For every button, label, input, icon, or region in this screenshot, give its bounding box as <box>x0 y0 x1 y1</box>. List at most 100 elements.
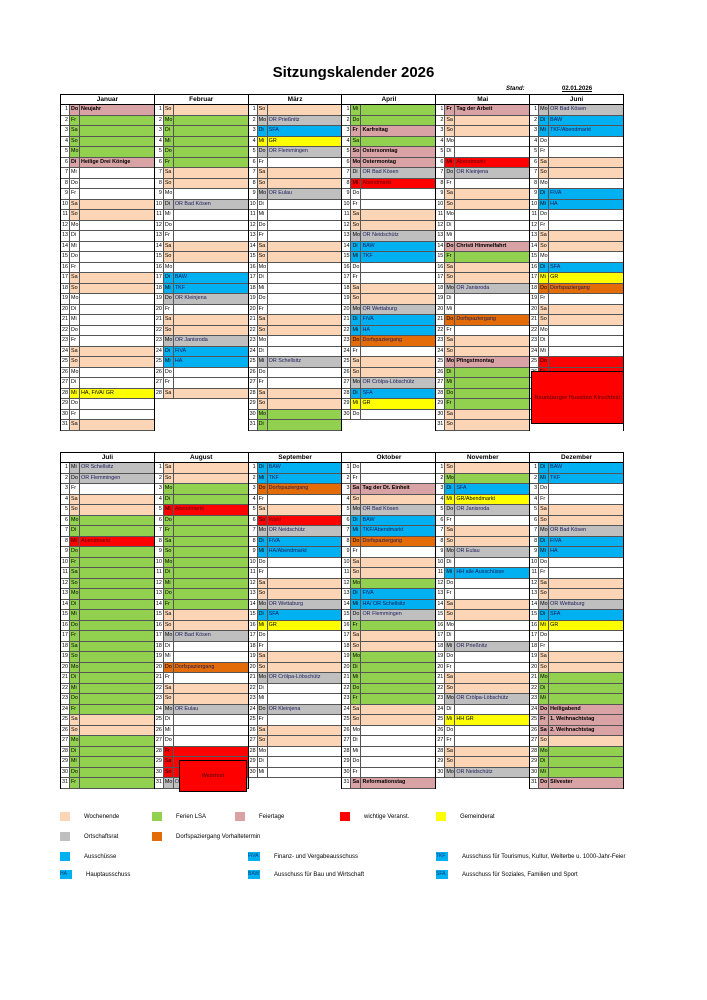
day-row: 20 So <box>530 662 623 673</box>
day-row: 1 Di BAW <box>248 463 342 474</box>
day-row: 25 Fr <box>248 715 342 726</box>
day-row: 9 Sa <box>436 189 530 200</box>
legend-item: Ausschüsse <box>60 852 116 861</box>
day-number: 23 <box>436 694 446 704</box>
day-row: 4 So <box>61 136 154 147</box>
weekday: Di <box>539 262 550 272</box>
day-number: 16 <box>530 262 540 272</box>
legend-label: wichtige Veranst. <box>364 813 410 820</box>
day-row: 24 Sa <box>61 346 154 357</box>
day-entry <box>455 305 529 315</box>
day-number: 11 <box>154 568 164 578</box>
day-row: 18 Fr <box>248 641 342 652</box>
day-row: 23 Mo <box>248 336 342 347</box>
weekday: So <box>445 683 456 693</box>
day-number: 25 <box>436 715 446 725</box>
weekday: Do <box>445 168 456 178</box>
weekday: Do <box>70 547 80 557</box>
day-number: 19 <box>248 652 258 662</box>
day-row: 13 Mi <box>436 231 530 242</box>
day-entry <box>268 768 342 778</box>
day-entry <box>549 652 623 662</box>
day-row: 4 Di <box>154 494 248 505</box>
day-row: 17 Fr <box>342 273 436 284</box>
day-number: 1 <box>248 463 258 473</box>
day-row: 26 So <box>61 725 154 736</box>
day-row: 21 Mi <box>61 315 154 326</box>
weekday: Fr <box>539 494 550 504</box>
day-number: 2 <box>436 115 446 125</box>
weekday: Fr <box>351 273 362 283</box>
legend-swatch <box>60 832 70 841</box>
day-number: 21 <box>248 673 258 683</box>
legend-swatch <box>436 812 446 821</box>
day-entry <box>268 200 342 210</box>
weekday: So <box>258 325 268 335</box>
day-row: 21 Mi <box>342 673 436 684</box>
legend-item: Wochenende <box>60 812 119 821</box>
day-row: 30 Sa <box>436 409 530 420</box>
day-row: 30 Mi <box>530 767 623 778</box>
day-number: 14 <box>530 599 540 609</box>
day-row: 16 Mi GR <box>530 620 623 631</box>
day-entry <box>549 768 623 778</box>
day-row: 7 Di OR Bad Kösen <box>342 168 436 179</box>
day-entry <box>455 263 529 273</box>
day-entry <box>80 179 154 189</box>
weekday: Fr <box>539 568 550 578</box>
day-entry <box>361 137 435 147</box>
day-row: 1 Sa <box>154 463 248 474</box>
day-entry <box>268 399 342 409</box>
day-row: 2 Mi TKF <box>248 473 342 484</box>
day-number: 10 <box>154 199 164 209</box>
day-number: 26 <box>342 367 352 377</box>
day-number: 17 <box>154 273 164 283</box>
weekday: So <box>351 294 362 304</box>
day-entry: Ostermontag <box>362 158 397 165</box>
day-entry <box>80 652 154 662</box>
weekday: Di <box>164 568 174 578</box>
day-row: 2 Sa <box>436 115 530 126</box>
day-number: 20 <box>61 304 70 314</box>
day-entry <box>361 558 435 568</box>
day-row: 25 Fr 1. Weihnachtstag <box>530 715 623 726</box>
day-row: 12 So <box>342 220 436 231</box>
day-number: 12 <box>436 220 446 230</box>
day-entry <box>361 757 435 767</box>
weekday: Mo <box>351 725 362 735</box>
weekday: Mo <box>258 526 268 536</box>
day-entry: Abendmarkt <box>81 537 111 544</box>
weekday: Sa <box>445 115 456 125</box>
day-row: 15 Fr <box>436 252 530 263</box>
weekday: Do <box>539 357 550 367</box>
day-number: 17 <box>61 273 70 283</box>
day-entry <box>268 663 342 673</box>
weekday: Fr <box>70 704 80 714</box>
month-column: August 1 Sa 2 So 3 Mo 4 Di 5 Mi Abendmarkt 6 Do 7 Fr 8 Sa… <box>154 453 249 789</box>
day-entry <box>455 420 529 430</box>
day-number: 21 <box>436 673 446 683</box>
day-number: 17 <box>342 273 352 283</box>
day-row: 29 So <box>436 757 530 768</box>
day-entry <box>268 631 342 641</box>
weekday: Do <box>539 136 550 146</box>
day-number: 21 <box>61 673 70 683</box>
weekday: Mi <box>70 168 80 178</box>
day-row: 4 Sa <box>342 136 436 147</box>
weekday: So <box>164 473 174 483</box>
day-entry: OR Crölpa-Löbschütz <box>456 695 509 701</box>
day-row: 5 Do OR Flemmingen <box>248 147 342 158</box>
day-number: 11 <box>436 210 446 220</box>
day-row: 24 So <box>436 346 530 357</box>
weekday: Mi <box>258 136 268 146</box>
day-entry <box>361 116 435 126</box>
weekday: Mo <box>70 367 80 377</box>
day-entry <box>268 378 342 388</box>
day-entry <box>174 673 248 683</box>
day-entry <box>549 242 623 252</box>
day-entry: SFA <box>362 389 373 396</box>
weekday: Sa <box>351 631 362 641</box>
weekday: Fr <box>164 673 174 683</box>
day-entry <box>361 768 435 778</box>
day-number: 28 <box>61 388 70 398</box>
